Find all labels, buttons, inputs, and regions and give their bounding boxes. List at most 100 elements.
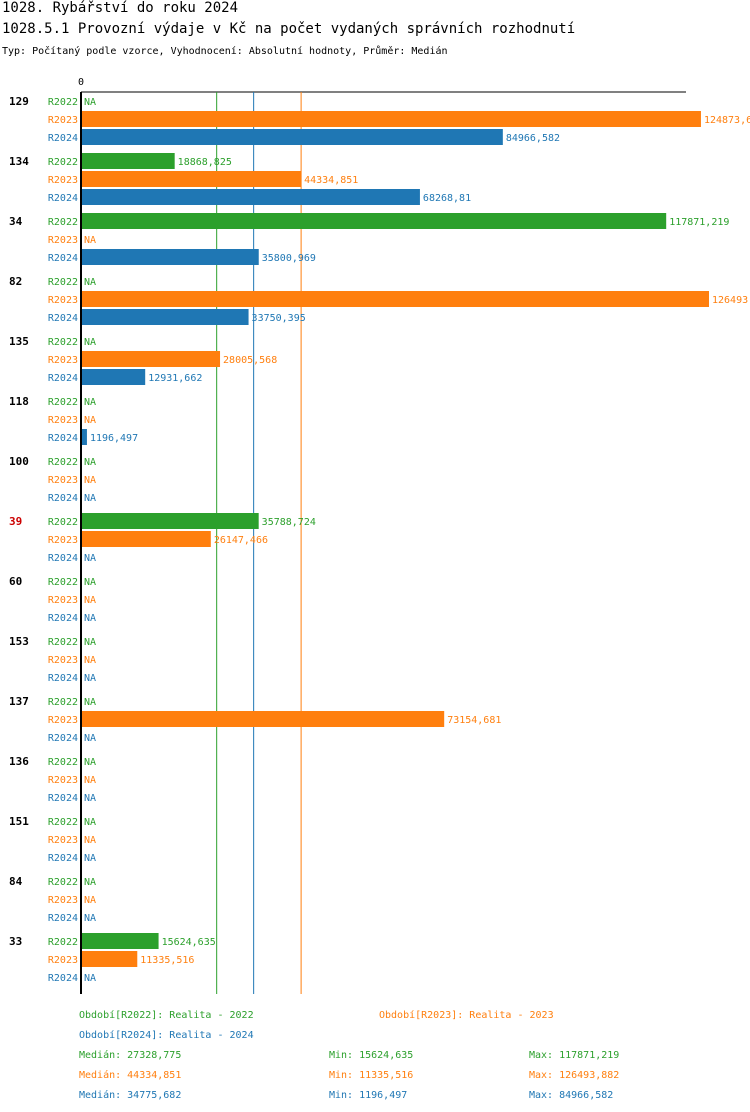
data-label: 33750,395	[252, 313, 306, 324]
bar	[81, 213, 667, 229]
group-label: 100	[9, 455, 29, 468]
data-label: 68268,81	[423, 193, 471, 204]
series-label: R2022	[48, 517, 78, 528]
legend-min-r2023: Min: 11335,516	[329, 1070, 413, 1081]
x-axis-zero-label: 0	[78, 77, 84, 88]
series-label: R2024	[48, 613, 78, 624]
legend-median-r2023: Medián: 44334,851	[79, 1069, 181, 1081]
series-label: R2022	[48, 577, 78, 588]
series-label: R2023	[48, 475, 78, 486]
group-label: 39	[9, 515, 22, 528]
series-label: R2022	[48, 217, 78, 228]
na-label: NA	[84, 475, 96, 486]
na-label: NA	[84, 895, 96, 906]
na-label: NA	[84, 337, 96, 348]
group-label: 129	[9, 95, 29, 108]
series-label: R2022	[48, 937, 78, 948]
series-label: R2024	[48, 373, 78, 384]
group-label: 137	[9, 695, 29, 708]
report-title: 1028. Rybářství do roku 2024	[2, 0, 239, 16]
series-label: R2023	[48, 295, 78, 306]
na-label: NA	[84, 853, 96, 864]
series-label: R2022	[48, 817, 78, 828]
data-label: 126493,882	[712, 295, 750, 306]
series-label: R2022	[48, 277, 78, 288]
series-label: R2022	[48, 337, 78, 348]
group-label: 60	[9, 575, 22, 588]
legend-median-r2022: Medián: 27328,775	[79, 1049, 181, 1061]
bar	[81, 171, 302, 187]
bar	[81, 309, 249, 325]
data-label: 117871,219	[669, 217, 729, 228]
data-label: 73154,681	[447, 715, 501, 726]
group-label: 33	[9, 935, 22, 948]
na-label: NA	[84, 457, 96, 468]
series-label: R2023	[48, 175, 78, 186]
na-label: NA	[84, 595, 96, 606]
na-label: NA	[84, 673, 96, 684]
legend-max-r2022: Max: 117871,219	[529, 1050, 619, 1061]
na-label: NA	[84, 97, 96, 108]
series-label: R2023	[48, 355, 78, 366]
series-label: R2022	[48, 757, 78, 768]
series-label: R2023	[48, 715, 78, 726]
data-label: 84966,582	[506, 133, 560, 144]
series-label: R2022	[48, 877, 78, 888]
data-label: 18868,825	[178, 157, 232, 168]
data-label: 12931,662	[148, 373, 202, 384]
data-label: 44334,851	[304, 175, 358, 186]
na-label: NA	[84, 733, 96, 744]
na-label: NA	[84, 835, 96, 846]
group-label: 134	[9, 155, 29, 168]
bar	[81, 291, 709, 307]
legend-period-r2024: Období[R2024]: Realita - 2024	[79, 1029, 254, 1041]
na-label: NA	[84, 415, 96, 426]
series-label: R2022	[48, 397, 78, 408]
bar	[81, 129, 503, 145]
series-label: R2023	[48, 535, 78, 546]
na-label: NA	[84, 697, 96, 708]
na-label: NA	[84, 877, 96, 888]
series-label: R2023	[48, 835, 78, 846]
data-label: 15624,635	[162, 937, 216, 948]
na-label: NA	[84, 235, 96, 246]
na-label: NA	[84, 913, 96, 924]
legend-max-r2023: Max: 126493,882	[529, 1070, 619, 1081]
series-label: R2022	[48, 457, 78, 468]
series-label: R2023	[48, 595, 78, 606]
bar	[81, 369, 146, 385]
data-label: 26147,466	[214, 535, 268, 546]
bar	[81, 531, 211, 547]
bar	[81, 249, 259, 265]
series-label: R2022	[48, 97, 78, 108]
group-label: 136	[9, 755, 29, 768]
bar	[81, 429, 87, 445]
bar	[81, 711, 445, 727]
na-label: NA	[84, 637, 96, 648]
series-label: R2023	[48, 415, 78, 426]
bar	[81, 189, 420, 205]
na-label: NA	[84, 277, 96, 288]
series-label: R2023	[48, 955, 78, 966]
group-label: 34	[9, 215, 23, 228]
legend-max-r2024: Max: 84966,582	[529, 1090, 613, 1101]
series-label: R2024	[48, 673, 78, 684]
data-label: 11335,516	[140, 955, 194, 966]
series-label: R2023	[48, 655, 78, 666]
na-label: NA	[84, 655, 96, 666]
na-label: NA	[84, 793, 96, 804]
legend-min-r2024: Min: 1196,497	[329, 1090, 407, 1101]
series-label: R2024	[48, 313, 78, 324]
group-label: 135	[9, 335, 29, 348]
bar	[81, 111, 701, 127]
data-label: 124873,638	[704, 115, 750, 126]
na-label: NA	[84, 817, 96, 828]
series-label: R2024	[48, 493, 78, 504]
group-label: 151	[9, 815, 29, 828]
bar	[81, 951, 138, 967]
na-label: NA	[84, 757, 96, 768]
na-label: NA	[84, 577, 96, 588]
na-label: NA	[84, 613, 96, 624]
bar	[81, 933, 159, 949]
group-label: 82	[9, 275, 22, 288]
